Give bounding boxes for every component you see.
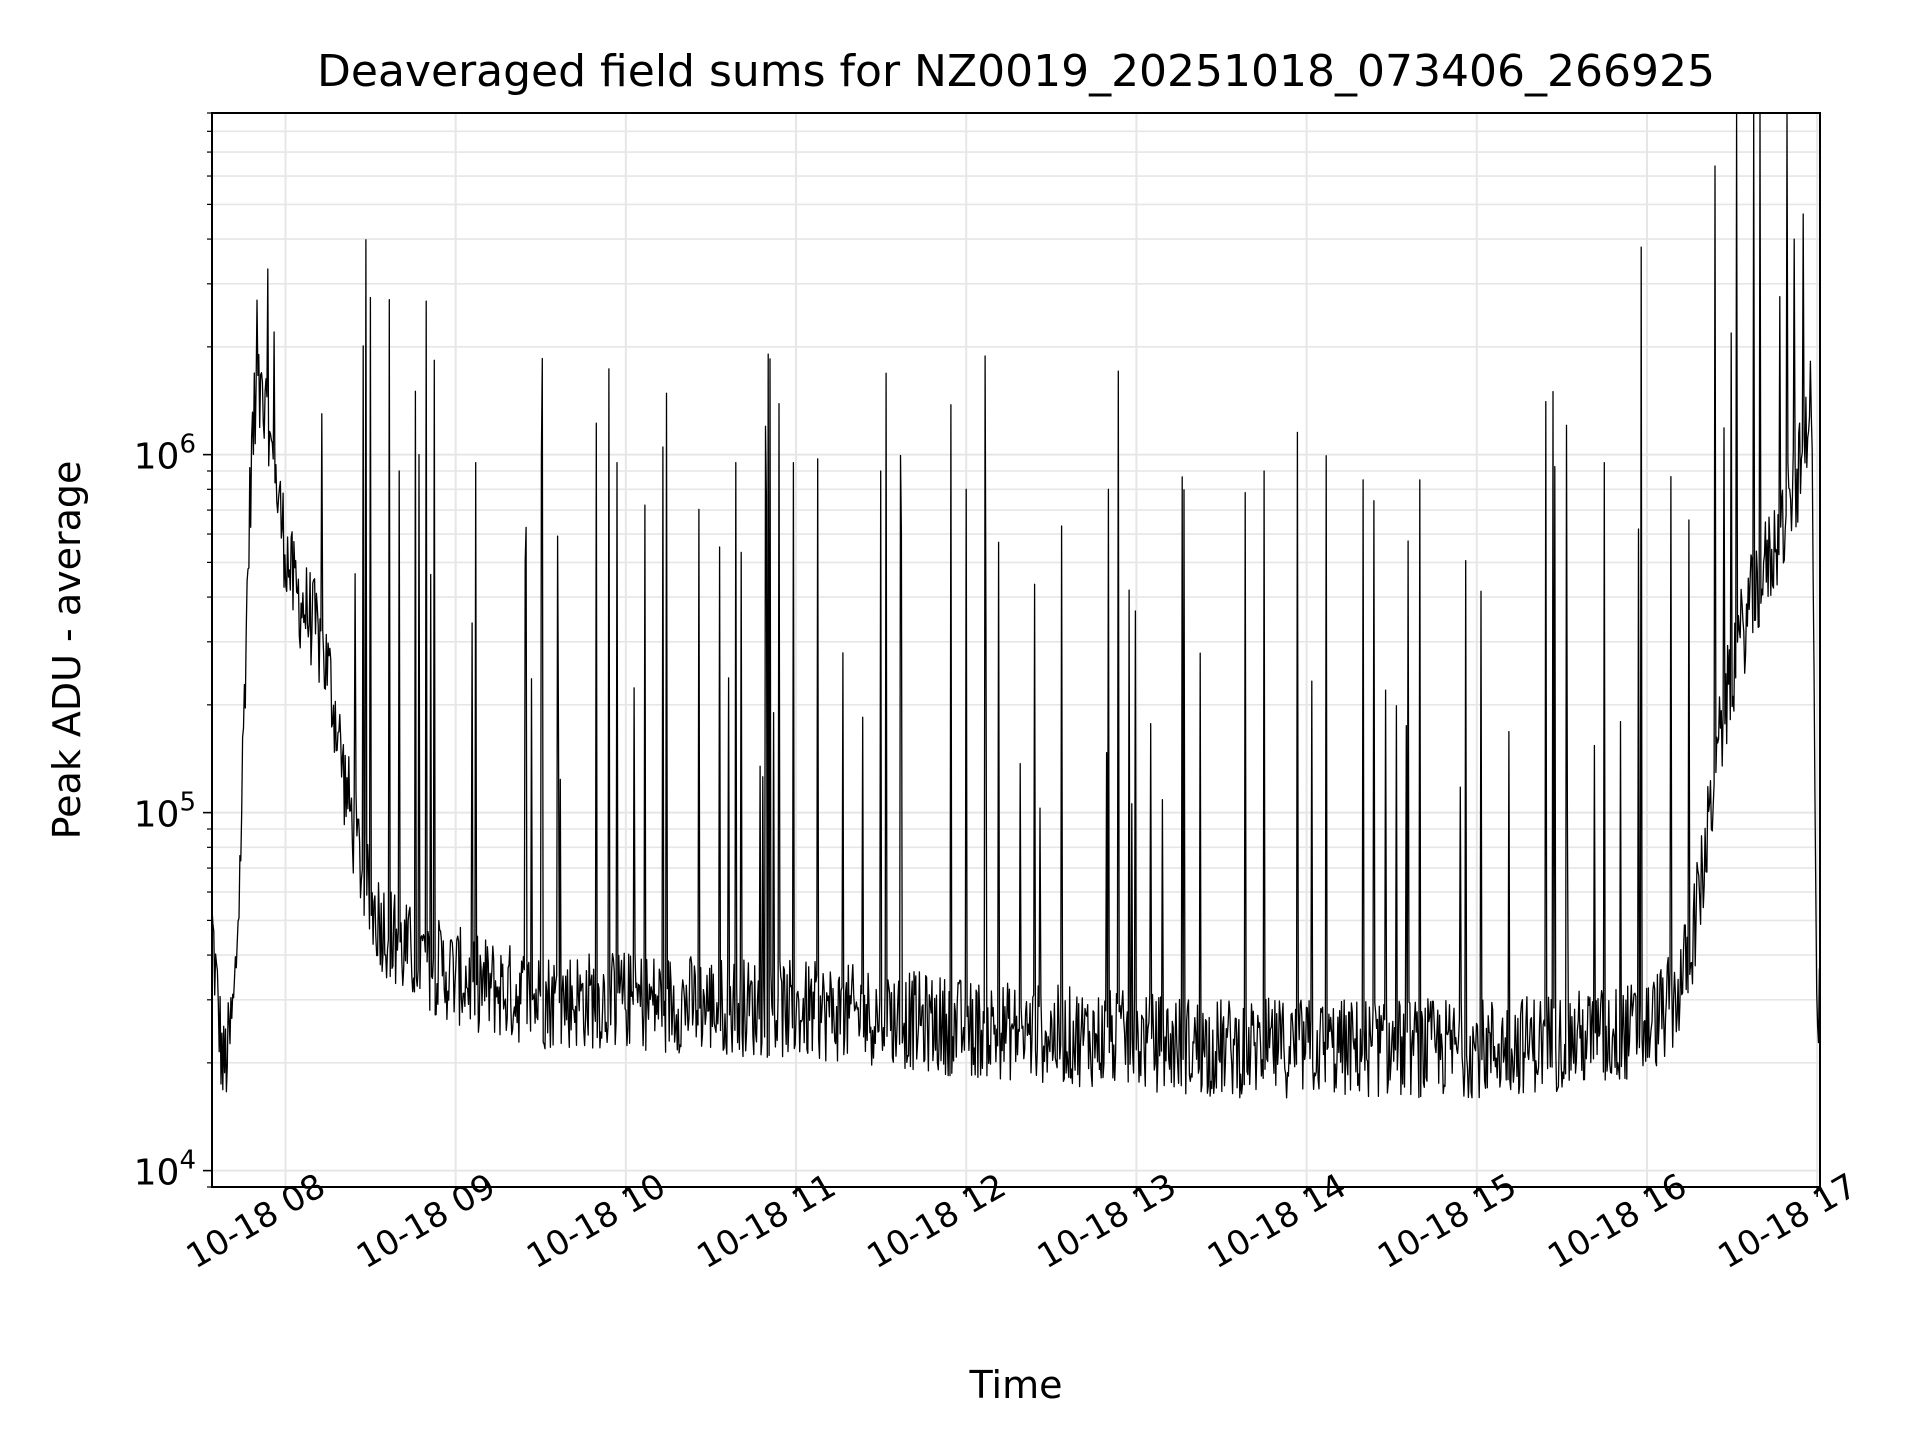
y-tick-label: 104 xyxy=(134,1146,196,1194)
y-axis-label: Peak ADU - average xyxy=(45,461,89,840)
y-tick-label: 105 xyxy=(134,788,196,836)
series-line xyxy=(211,112,1821,1099)
line-layer xyxy=(211,112,1821,1099)
chart-title: Deaveraged field sums for NZ0019_2025101… xyxy=(317,46,1715,97)
plot-frame xyxy=(211,112,1821,1188)
x-axis-label: Time xyxy=(969,1363,1063,1407)
y-tick-label: 106 xyxy=(134,430,196,478)
